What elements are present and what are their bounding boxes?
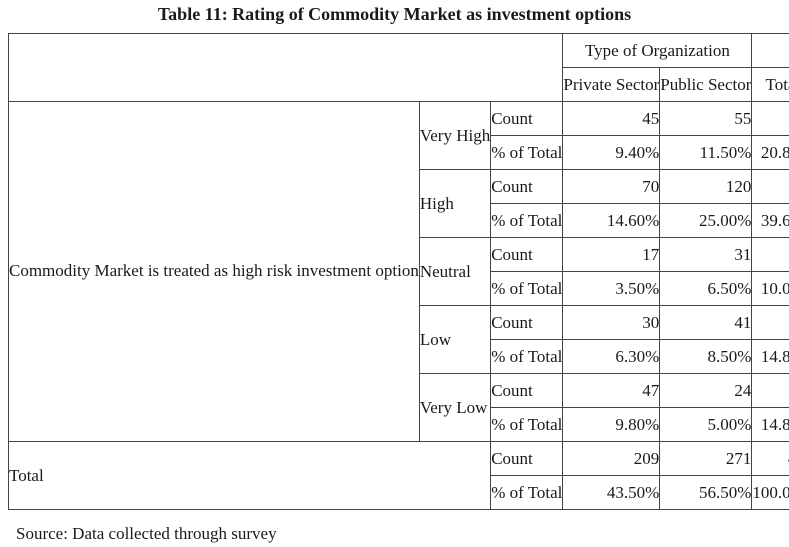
cell-public-pct: 8.50% <box>659 339 753 374</box>
stat-label-pct: % of Total <box>490 271 564 306</box>
category-label: Low <box>418 305 492 374</box>
cell-total-count: 71 <box>751 373 789 408</box>
cell-public-pct: 5.00% <box>659 407 753 442</box>
cell-public-count: 41 <box>659 305 753 340</box>
cell-total-count: 48 <box>751 237 789 272</box>
table-row: % of Total 6.30% 8.50% 14.80% <box>9 339 789 374</box>
cell-total-pct: 39.60% <box>751 203 789 238</box>
stat-label-count: Count <box>490 169 564 204</box>
stat-label-pct: % of Total <box>490 339 564 374</box>
stat-label-pct: % of Total <box>490 475 564 510</box>
table-row: % of Total 9.80% 5.00% 14.80% <box>9 407 789 442</box>
cell-total-pct: 14.80% <box>751 407 789 442</box>
cell-total-count: 190 <box>751 169 789 204</box>
category-label: Very Low <box>418 373 492 442</box>
stat-label-count: Count <box>490 305 564 340</box>
cell-public-pct: 11.50% <box>659 135 753 170</box>
stat-label-count: Count <box>490 373 564 408</box>
total-row: % of Total 43.50% 56.50% 100.00% <box>9 475 789 510</box>
table-row: Commodity Market is treated as high risk… <box>8 101 789 442</box>
rating-table: Type of Organization Private Sector Publ… <box>7 33 789 510</box>
cell-private-count: 47 <box>562 373 661 408</box>
cell-public-count: 120 <box>659 169 753 204</box>
table-row: % of Total 14.60% 25.00% 39.60% <box>9 203 789 238</box>
table-title: Table 11: Rating of Commodity Market as … <box>157 4 632 24</box>
table-row: % of Total 3.50% 6.50% 10.00% <box>9 271 789 306</box>
cell-private-count: 209 <box>562 441 661 476</box>
total-label: Total <box>7 441 492 510</box>
cell-public-count: 24 <box>659 373 753 408</box>
cell-public-pct: 25.00% <box>659 203 753 238</box>
cell-total-count: 100 <box>751 101 789 136</box>
cell-private-pct: 9.80% <box>562 407 661 442</box>
cell-private-count: 70 <box>562 169 661 204</box>
cell-total-count: 480 <box>751 441 789 476</box>
stat-label-pct: % of Total <box>490 203 564 238</box>
cell-public-count: 31 <box>659 237 753 272</box>
stat-label-count: Count <box>490 441 564 476</box>
source-note: Source: Data collected through survey <box>16 524 277 543</box>
stat-label-count: Count <box>490 101 564 136</box>
header-blank-cell <box>751 33 789 68</box>
cell-public-pct: 6.50% <box>659 271 753 306</box>
cell-total-pct: 20.80% <box>751 135 789 170</box>
table-row: Neutral Count 17 31 48 <box>9 237 789 306</box>
cell-private-count: 30 <box>562 305 661 340</box>
cell-total-count: 71 <box>751 305 789 340</box>
stat-label-pct: % of Total <box>490 407 564 442</box>
cell-private-count: 45 <box>562 101 661 136</box>
table-row: Low Count 30 41 71 <box>9 305 789 374</box>
cell-private-pct: 43.50% <box>562 475 661 510</box>
header-corner-cell <box>7 33 564 102</box>
cell-total-pct: 10.00% <box>751 271 789 306</box>
cell-private-pct: 9.40% <box>562 135 661 170</box>
cell-public-count: 271 <box>659 441 753 476</box>
header-group-label: Type of Organization <box>562 33 753 68</box>
cell-private-count: 17 <box>562 237 661 272</box>
cell-private-pct: 6.30% <box>562 339 661 374</box>
stat-label-pct: % of Total <box>490 135 564 170</box>
cell-private-pct: 14.60% <box>562 203 661 238</box>
category-label: Very High <box>418 101 492 170</box>
cell-total-pct: 14.80% <box>751 339 789 374</box>
total-row: Total Count 209 271 480 <box>7 441 789 510</box>
header-private-sector: Private Sector <box>562 67 661 102</box>
header-total: Total <box>751 67 789 102</box>
cell-public-count: 55 <box>659 101 753 136</box>
cell-total-pct: 100.00% <box>751 475 789 510</box>
cell-public-pct: 56.50% <box>659 475 753 510</box>
header-public-sector: Public Sector <box>659 67 753 102</box>
row-variable-label: Commodity Market is treated as high risk… <box>8 101 420 442</box>
category-label: Neutral <box>418 237 492 306</box>
cell-private-pct: 3.50% <box>562 271 661 306</box>
stat-label-count: Count <box>490 237 564 272</box>
category-label: High <box>418 169 492 238</box>
header-row-group: Type of Organization <box>7 33 789 102</box>
